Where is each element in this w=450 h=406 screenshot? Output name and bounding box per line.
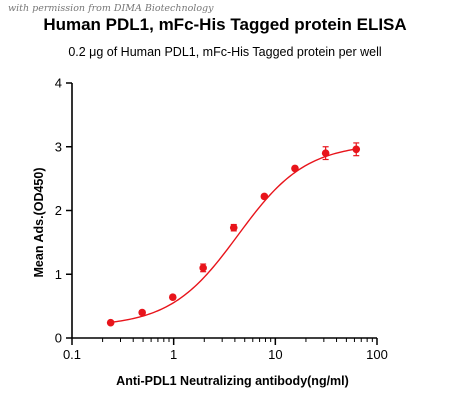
- axes-group: [71, 83, 377, 339]
- fit-curve-group: [110, 148, 357, 324]
- x-tick-label: 0.1: [63, 347, 81, 362]
- chart-title: Human PDL1, mFc-His Tagged protein ELISA: [43, 15, 407, 34]
- fit-curve: [110, 148, 357, 324]
- ticks-group: 0 1 2 3 4 0.1 1 10 100: [55, 76, 388, 363]
- y-tick-label: 3: [55, 139, 62, 154]
- y-tick-label: 4: [55, 76, 62, 91]
- permission-watermark: with permission from DIMA Biotechnology: [8, 3, 214, 14]
- data-point: [352, 145, 361, 154]
- x-tick-label: 10: [268, 347, 282, 362]
- y-tick-label: 1: [55, 267, 62, 282]
- x-tick-label: 100: [366, 347, 388, 362]
- data-point: [199, 264, 207, 272]
- x-axis-title: Anti-PDL1 Neutralizing antibody(ng/ml): [116, 374, 349, 388]
- data-point: [168, 293, 177, 302]
- data-point: [138, 308, 146, 317]
- chart-subtitle: 0.2 μg of Human PDL1, mFc-His Tagged pro…: [68, 45, 382, 59]
- data-point: [260, 192, 269, 201]
- x-tick-label: 1: [170, 347, 177, 362]
- y-axis-title: Mean Ads.(OD450): [32, 168, 46, 278]
- data-point: [291, 164, 299, 173]
- y-tick-label: 2: [55, 203, 62, 218]
- data-point: [321, 149, 330, 157]
- data-point: [106, 318, 115, 327]
- y-tick-label: 0: [55, 331, 62, 346]
- data-points-group: [106, 142, 361, 327]
- data-point: [229, 223, 238, 232]
